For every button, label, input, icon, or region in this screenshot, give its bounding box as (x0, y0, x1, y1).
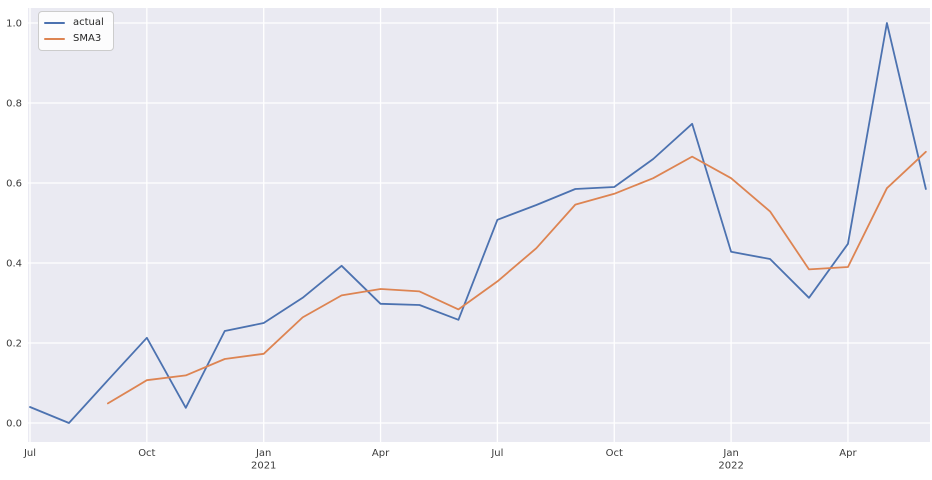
legend-label-actual: actual (73, 16, 104, 28)
x-tick-label: Oct (138, 448, 155, 459)
legend-entry-sma3: SMA3 (44, 31, 104, 46)
x-tick-year-label: 2022 (718, 461, 743, 472)
actual-line (29, 22, 927, 424)
actual-line-swatch (44, 21, 65, 24)
y-tick-label: 0.4 (6, 259, 22, 270)
legend-label-sma3: SMA3 (73, 32, 102, 44)
x-tick-label: Apr (839, 448, 857, 459)
y-tick-label: 0.2 (6, 339, 22, 350)
sma3-line (107, 150, 927, 405)
x-tick-label: Jul (23, 448, 36, 459)
legend: actual SMA3 (38, 11, 114, 51)
x-tick-label: Jul (490, 448, 503, 459)
y-tick-label: 0.8 (6, 99, 22, 110)
y-tick-label: 0.6 (6, 179, 22, 190)
sma3-line-swatch (44, 37, 65, 40)
x-tick-label: Jan (722, 448, 738, 459)
y-tick-label: 1.0 (6, 19, 22, 30)
x-tick-label: Apr (372, 448, 390, 459)
x-tick-label: Jan (255, 448, 271, 459)
x-tick-label: Oct (606, 448, 623, 459)
x-tick-year-label: 2021 (251, 461, 276, 472)
y-tick-label: 0.0 (6, 419, 22, 430)
legend-entry-actual: actual (44, 15, 104, 30)
plot-area (28, 8, 930, 442)
